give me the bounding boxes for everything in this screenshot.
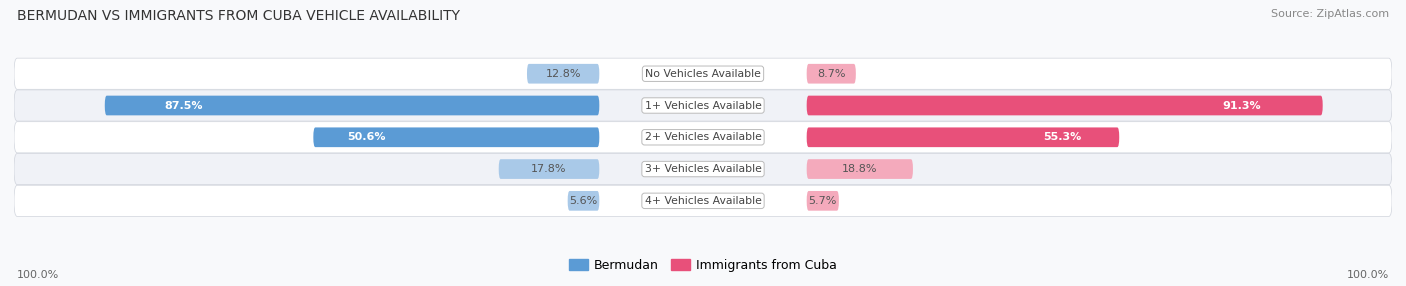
FancyBboxPatch shape <box>807 64 856 84</box>
Text: 2+ Vehicles Available: 2+ Vehicles Available <box>644 132 762 142</box>
FancyBboxPatch shape <box>499 159 599 179</box>
Text: No Vehicles Available: No Vehicles Available <box>645 69 761 79</box>
FancyBboxPatch shape <box>568 191 599 211</box>
FancyBboxPatch shape <box>527 64 599 84</box>
Text: 5.6%: 5.6% <box>569 196 598 206</box>
Text: 87.5%: 87.5% <box>165 100 202 110</box>
Text: 100.0%: 100.0% <box>1347 270 1389 280</box>
Text: 50.6%: 50.6% <box>347 132 387 142</box>
FancyBboxPatch shape <box>807 96 1323 115</box>
Text: 17.8%: 17.8% <box>531 164 567 174</box>
Legend: Bermudan, Immigrants from Cuba: Bermudan, Immigrants from Cuba <box>569 259 837 272</box>
Text: 18.8%: 18.8% <box>842 164 877 174</box>
Text: BERMUDAN VS IMMIGRANTS FROM CUBA VEHICLE AVAILABILITY: BERMUDAN VS IMMIGRANTS FROM CUBA VEHICLE… <box>17 9 460 23</box>
FancyBboxPatch shape <box>14 58 1392 89</box>
Text: 1+ Vehicles Available: 1+ Vehicles Available <box>644 100 762 110</box>
FancyBboxPatch shape <box>105 96 599 115</box>
Text: 91.3%: 91.3% <box>1222 100 1261 110</box>
Text: 55.3%: 55.3% <box>1043 132 1081 142</box>
Text: Source: ZipAtlas.com: Source: ZipAtlas.com <box>1271 9 1389 19</box>
Text: 5.7%: 5.7% <box>808 196 837 206</box>
Text: 4+ Vehicles Available: 4+ Vehicles Available <box>644 196 762 206</box>
FancyBboxPatch shape <box>807 159 912 179</box>
FancyBboxPatch shape <box>14 154 1392 185</box>
FancyBboxPatch shape <box>14 122 1392 153</box>
FancyBboxPatch shape <box>807 191 839 211</box>
Text: 100.0%: 100.0% <box>17 270 59 280</box>
FancyBboxPatch shape <box>314 128 599 147</box>
FancyBboxPatch shape <box>14 90 1392 121</box>
Text: 8.7%: 8.7% <box>817 69 845 79</box>
Text: 3+ Vehicles Available: 3+ Vehicles Available <box>644 164 762 174</box>
Text: 12.8%: 12.8% <box>546 69 581 79</box>
FancyBboxPatch shape <box>807 128 1119 147</box>
FancyBboxPatch shape <box>14 185 1392 217</box>
